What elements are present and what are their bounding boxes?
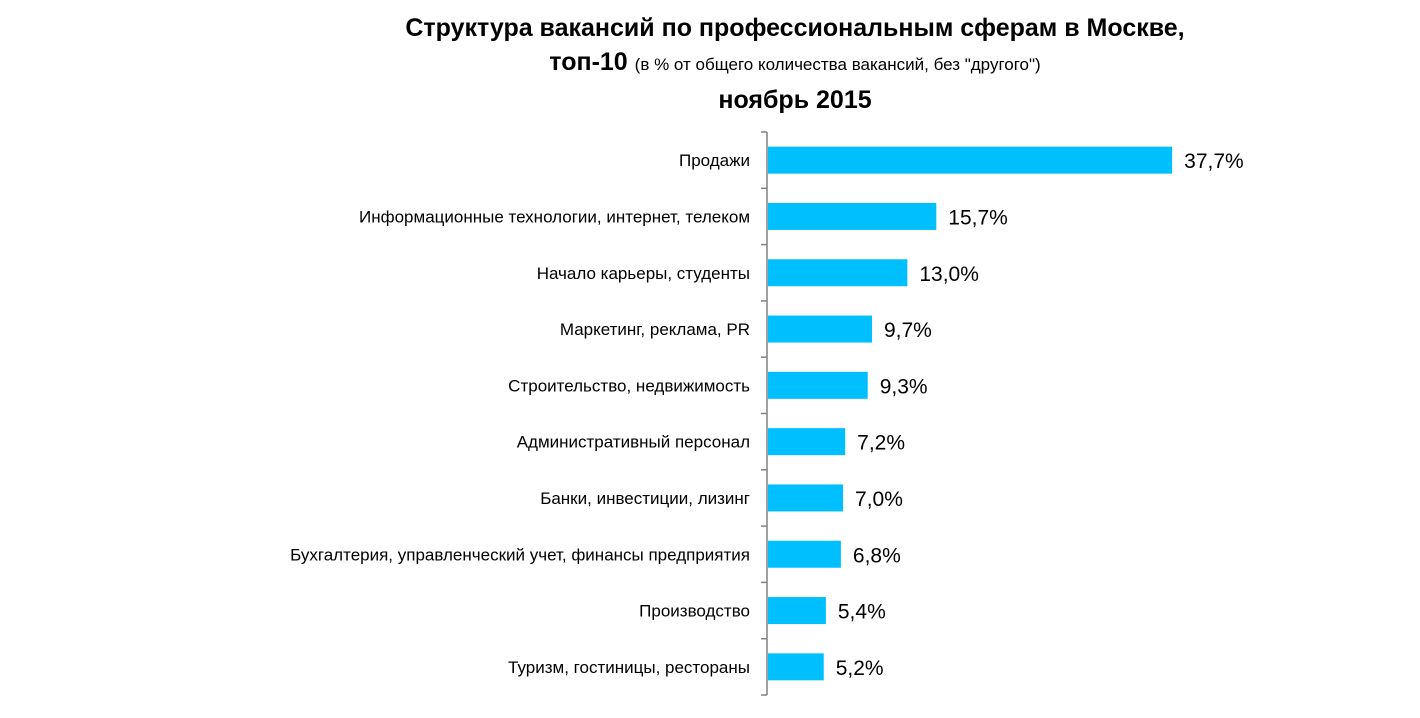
- bar: [768, 428, 846, 456]
- bar: [768, 597, 826, 625]
- chart-title-line2: топ-10 (в % от общего количества ваканси…: [0, 48, 1420, 77]
- data-label: 6,8%: [853, 544, 901, 567]
- category-label: Строительство, недвижимость: [508, 376, 750, 395]
- category-label: Производство: [639, 602, 750, 621]
- category-label: Туризм, гостиницы, рестораны: [508, 658, 750, 677]
- bar: [768, 315, 872, 343]
- chart-subtitle: ноябрь 2015: [718, 86, 872, 114]
- bar: [768, 653, 824, 681]
- bar: [768, 259, 908, 287]
- chart-title-top10: топ-10: [549, 48, 628, 76]
- data-label: 9,7%: [884, 319, 932, 342]
- category-label: Банки, инвестиции, лизинг: [540, 489, 750, 508]
- data-label: 9,3%: [880, 375, 928, 398]
- category-label: Информационные технологии, интернет, тел…: [359, 207, 750, 226]
- data-label: 13,0%: [919, 263, 979, 286]
- data-label: 5,2%: [836, 657, 884, 680]
- category-label: Административный персонал: [517, 433, 750, 452]
- chart-title-note: (в % от общего количества вакансий, без …: [634, 55, 1041, 74]
- data-label: 7,0%: [855, 488, 903, 511]
- data-label: 5,4%: [838, 601, 886, 624]
- data-label: 15,7%: [948, 206, 1008, 229]
- bar: [768, 146, 1173, 174]
- category-label: Бухгалтерия, управленческий учет, финанс…: [290, 545, 750, 564]
- bar: [768, 202, 937, 230]
- chart-title: Структура вакансий по профессиональным с…: [405, 14, 1185, 42]
- bar: [768, 371, 868, 399]
- bar: [768, 540, 841, 568]
- category-label: Маркетинг, реклама, PR: [560, 320, 750, 339]
- data-label: 7,2%: [857, 432, 905, 455]
- category-label: Начало карьеры, студенты: [537, 264, 750, 283]
- category-label: Продажи: [679, 151, 750, 170]
- bar: [768, 484, 844, 512]
- data-label: 37,7%: [1184, 150, 1244, 173]
